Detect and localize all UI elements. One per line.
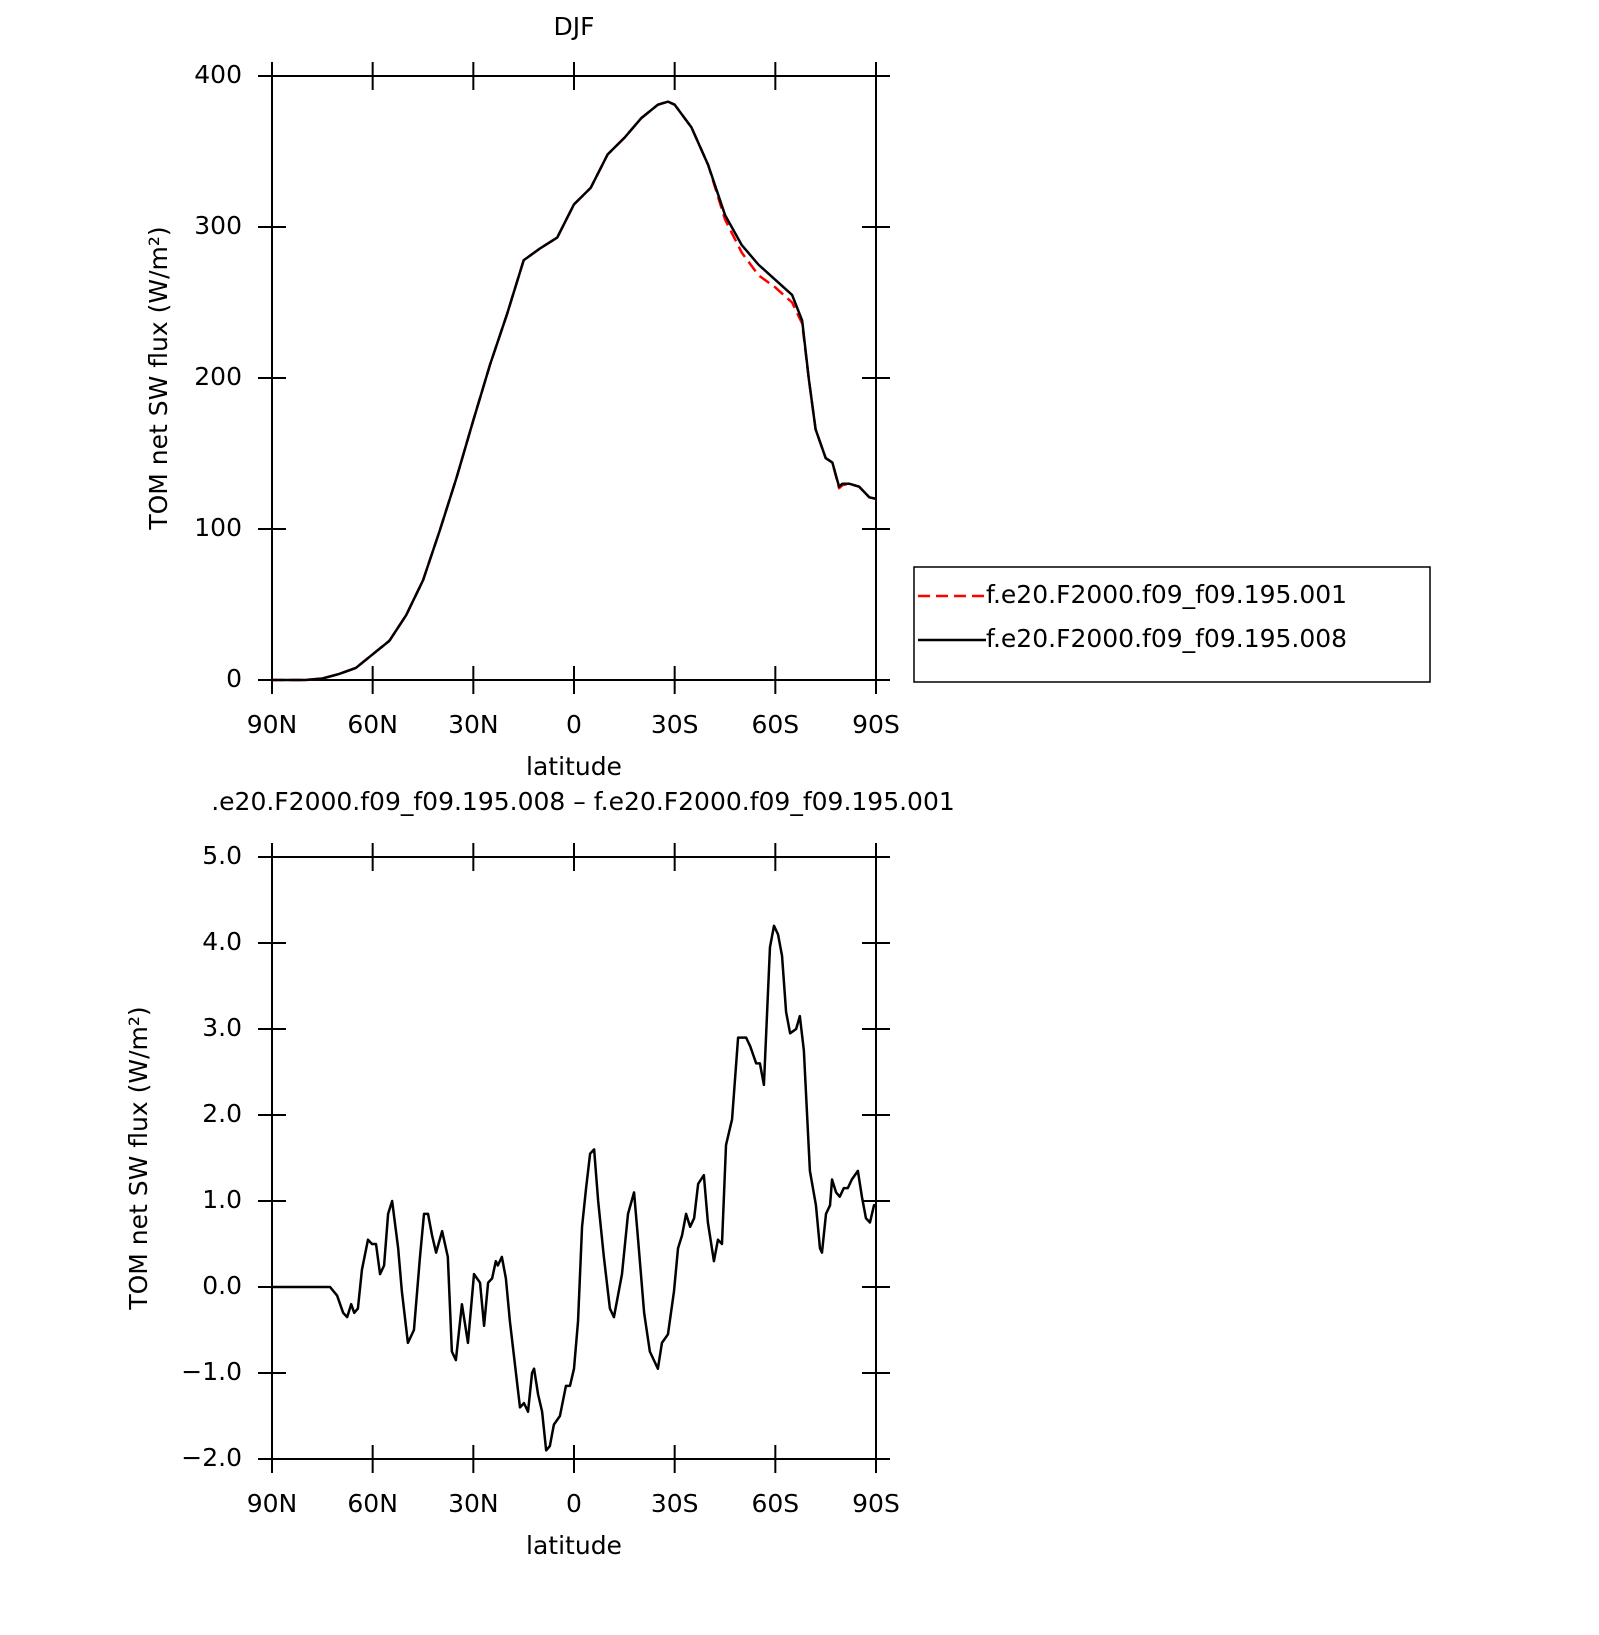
- data-line: [272, 100, 877, 682]
- x-tick-label: 60N: [347, 1489, 398, 1518]
- y-tick-label: −1.0: [181, 1357, 242, 1386]
- x-tick-label: 90S: [852, 710, 900, 739]
- x-tick-label: 90N: [247, 710, 298, 739]
- y-tick-label: 1.0: [202, 1185, 242, 1214]
- y-tick-label: 400: [194, 60, 242, 89]
- y-tick-label: 300: [194, 211, 242, 240]
- x-tick-label: 60S: [751, 710, 799, 739]
- y-tick-label: 2.0: [202, 1099, 242, 1128]
- x-tick-label: 30S: [651, 1489, 699, 1518]
- x-tick-label: 90S: [852, 1489, 900, 1518]
- legend-label: f.e20.F2000.f09_f09.195.008: [986, 624, 1347, 653]
- x-tick-label: 30N: [448, 710, 499, 739]
- y-tick-label: 0: [226, 664, 242, 693]
- plot-frame: [271, 75, 877, 681]
- x-tick-label: 60S: [751, 1489, 799, 1518]
- y-tick-label: 100: [194, 513, 242, 542]
- x-tick-label: 30N: [448, 1489, 499, 1518]
- legend-box: [913, 566, 1431, 683]
- y-tick-label: 5.0: [202, 841, 242, 870]
- legend-label: f.e20.F2000.f09_f09.195.001: [986, 580, 1347, 609]
- x-tick-label: 60N: [347, 710, 398, 739]
- data-line: [272, 100, 877, 682]
- y-tick-label: 0.0: [202, 1271, 242, 1300]
- x-axis-label: latitude: [526, 752, 622, 781]
- chart-title: .e20.F2000.f09_f09.195.008 – f.e20.F2000…: [211, 787, 955, 816]
- y-axis-label: TOM net SW flux (W/m²): [144, 226, 173, 530]
- x-tick-label: 0: [566, 710, 582, 739]
- x-tick-label: 30S: [651, 710, 699, 739]
- y-tick-label: 200: [194, 362, 242, 391]
- data-line: [272, 924, 876, 1452]
- y-tick-label: −2.0: [181, 1443, 242, 1472]
- y-tick-label: 3.0: [202, 1013, 242, 1042]
- chart-title: DJF: [553, 12, 594, 41]
- x-axis-label: latitude: [526, 1531, 622, 1560]
- x-tick-label: 90N: [247, 1489, 298, 1518]
- x-tick-label: 0: [566, 1489, 582, 1518]
- y-tick-label: 4.0: [202, 927, 242, 956]
- y-axis-label: TOM net SW flux (W/m²): [124, 1006, 153, 1310]
